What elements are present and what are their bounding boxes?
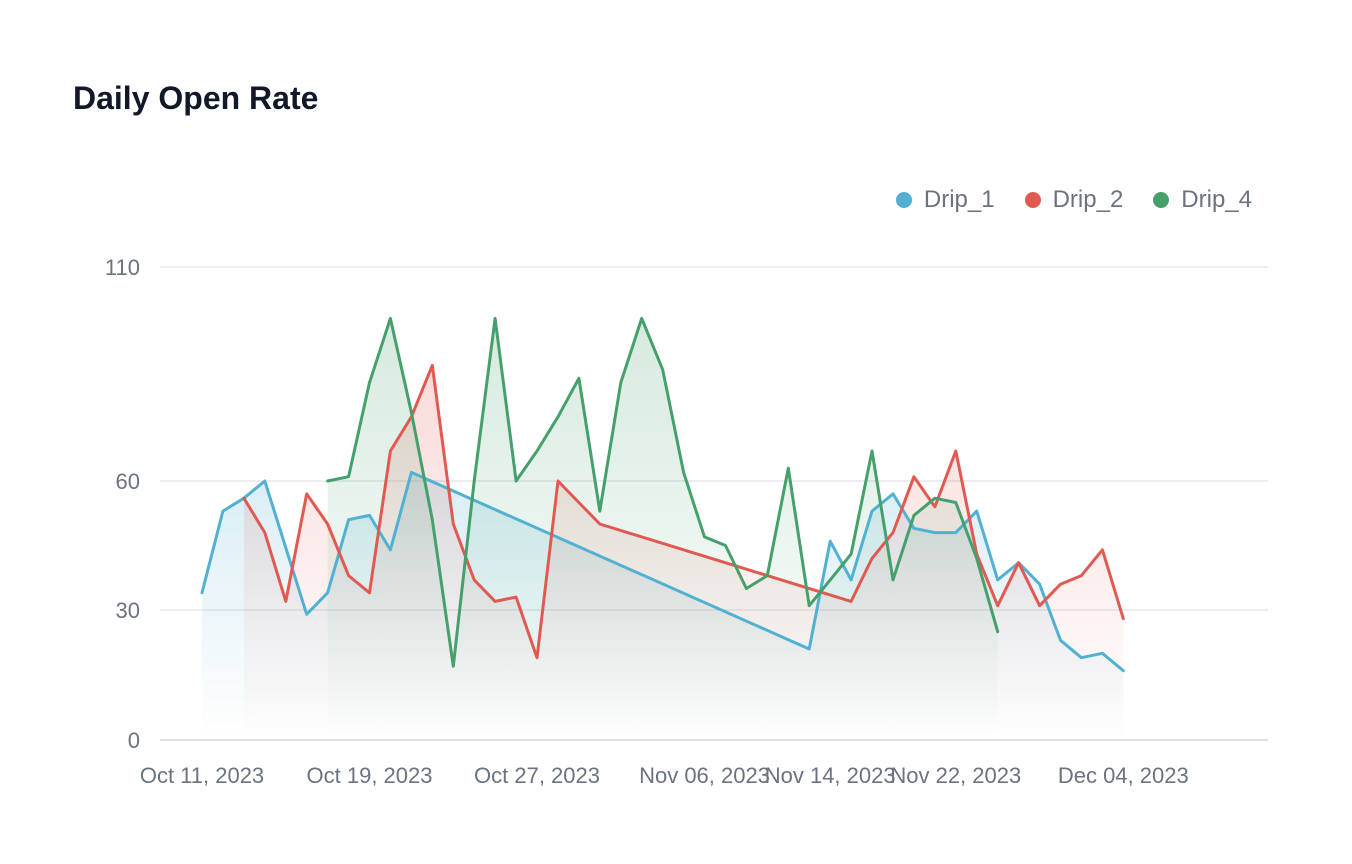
legend-label-drip-2: Drip_2 xyxy=(1052,186,1124,213)
x-tick-label: Dec 04, 2023 xyxy=(1058,763,1189,788)
series-line-drip-1 xyxy=(200,470,1125,673)
series-line-drip-4 xyxy=(326,316,1000,668)
legend-dot-drip-2 xyxy=(1024,192,1041,208)
series-line-drip-2 xyxy=(242,363,1125,660)
chart-title: Daily Open Rate xyxy=(73,80,319,116)
legend-dot-drip-1 xyxy=(895,192,912,208)
x-tick-label: Nov 22, 2023 xyxy=(890,763,1021,788)
chart-legend: Drip_1 Drip_2 Drip_4 xyxy=(895,186,1252,214)
legend-dot-drip-4 xyxy=(1153,192,1170,208)
legend-label-drip-4: Drip_4 xyxy=(1181,186,1252,213)
x-tick-label: Oct 27, 2023 xyxy=(474,763,600,788)
y-tick-label: 60 xyxy=(116,469,140,494)
x-tick-label: Nov 06, 2023 xyxy=(639,763,770,788)
y-tick-label: 110 xyxy=(105,255,140,280)
x-tick-label: Oct 19, 2023 xyxy=(307,763,433,788)
legend-item-drip-4[interactable]: Drip_4 xyxy=(1153,186,1252,214)
area-drip-4 xyxy=(327,318,998,740)
x-tick-label: Oct 11, 2023 xyxy=(140,763,264,788)
y-tick-label: 0 xyxy=(128,728,140,753)
legend-item-drip-1[interactable]: Drip_1 xyxy=(895,186,995,214)
x-tick-label: Nov 14, 2023 xyxy=(765,763,896,788)
y-tick-label: 30 xyxy=(116,598,140,623)
legend-label-drip-1: Drip_1 xyxy=(923,186,995,213)
legend-item-drip-2[interactable]: Drip_2 xyxy=(1024,186,1124,214)
